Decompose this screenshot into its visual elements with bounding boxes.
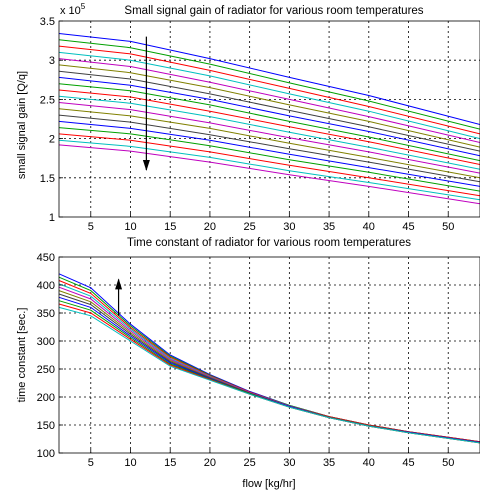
gain-series-line-19 (58, 144, 480, 205)
gain-series-line-17 (58, 133, 480, 197)
time-constant-chart-y-axis-label: time constant [sec.] (16, 308, 28, 403)
gain-x-tick-label: 10 (124, 221, 136, 233)
time-constant-x-tick-label: 35 (323, 457, 335, 469)
gain-series-line-18 (58, 139, 480, 201)
gain-chart: Small signal gain of radiator for variou… (16, 2, 480, 233)
gain-series-line-2 (58, 39, 480, 130)
gain-y-tick-label: 1.5 (40, 173, 55, 185)
gain-y-tick-label: 2.5 (40, 94, 55, 106)
gain-series-line-8 (58, 76, 480, 157)
time-constant-x-tick-label: 15 (164, 457, 176, 469)
time-constant-y-tick-label: 150 (37, 420, 55, 432)
time-constant-y-tick-label: 450 (37, 252, 55, 264)
gain-series-line-9 (58, 83, 480, 162)
time-constant-series-line-10 (58, 303, 480, 444)
gain-series-line-12 (58, 102, 480, 174)
gain-y-tick-label: 2 (49, 134, 55, 146)
gain-series-line-4 (58, 51, 480, 140)
gain-chart-arrow (142, 36, 150, 171)
gain-chart-y-axis-label: small signal gain [Q/q] (16, 71, 28, 179)
gain-series-line-5 (58, 58, 480, 143)
time-constant-chart-ticks: 5 10 15 20 25 30 35 40 45 50 100 150 200 250 300 350 400… (37, 252, 455, 469)
gain-y-tick-label: 3.5 (40, 16, 55, 28)
gain-series-line-6 (58, 64, 480, 148)
time-constant-y-tick-label: 100 (37, 448, 55, 460)
time-constant-arrow-head (115, 278, 123, 290)
gain-x-tick-label: 15 (164, 221, 176, 233)
time-constant-series-line-5 (58, 286, 480, 443)
time-constant-y-tick-label: 250 (37, 364, 55, 376)
time-constant-y-tick-label: 350 (37, 308, 55, 320)
gain-y-tick-label: 1 (49, 212, 55, 224)
time-constant-y-tick-label: 400 (37, 280, 55, 292)
time-constant-x-tick-label: 10 (124, 457, 136, 469)
time-constant-x-tick-label: 5 (88, 457, 94, 469)
gain-series-line-14 (58, 114, 480, 183)
gain-chart-scale-note: x 105 (60, 2, 86, 17)
gain-series-line-11 (58, 95, 480, 170)
time-constant-chart-grid (59, 257, 480, 453)
gain-x-tick-label: 20 (204, 221, 216, 233)
gain-x-tick-label: 35 (323, 221, 335, 233)
gain-x-tick-label: 45 (402, 221, 414, 233)
gain-chart-title: Small signal gain of radiator for variou… (124, 5, 423, 17)
gain-chart-grid (59, 21, 480, 217)
gain-series-line-1 (58, 33, 480, 125)
gain-chart-frame (58, 20, 480, 218)
time-constant-x-tick-label: 30 (283, 457, 295, 469)
time-constant-chart: Time constant of radiator for various ro… (16, 237, 480, 490)
time-constant-x-tick-label: 25 (244, 457, 256, 469)
gain-y-tick-label: 3 (49, 55, 55, 67)
gain-series-line-3 (58, 45, 480, 135)
time-constant-y-tick-label: 200 (37, 392, 55, 404)
time-constant-series-line-1 (58, 273, 480, 443)
time-constant-series-line-2 (58, 276, 480, 443)
gain-series-line-13 (58, 108, 480, 179)
gain-series-line-10 (58, 89, 480, 165)
gain-series-line-15 (58, 120, 480, 187)
gain-chart-ticks: 5 10 15 20 25 30 35 40 45 50 1 1.5 2 2.5 3 3.5 (40, 16, 455, 233)
time-constant-chart-arrow (115, 278, 123, 316)
gain-x-tick-label: 50 (442, 221, 454, 233)
time-constant-series-line-4 (58, 283, 480, 443)
time-constant-series-line-3 (58, 280, 480, 443)
gain-x-tick-label: 25 (244, 221, 256, 233)
gain-arrow-head (142, 159, 150, 171)
gain-x-tick-label: 5 (88, 221, 94, 233)
time-constant-x-tick-label: 45 (402, 457, 414, 469)
time-constant-chart-frame (58, 256, 480, 454)
time-constant-y-tick-label: 300 (37, 336, 55, 348)
time-constant-x-tick-label: 40 (363, 457, 375, 469)
time-constant-chart-x-axis-label: flow [kg/hr] (242, 478, 295, 490)
gain-x-tick-label: 40 (363, 221, 375, 233)
time-constant-chart-title: Time constant of radiator for various ro… (127, 237, 411, 249)
time-constant-series-line-11 (58, 306, 480, 444)
time-constant-chart-series (58, 273, 480, 444)
gain-series-line-7 (58, 70, 480, 152)
gain-x-tick-label: 30 (283, 221, 295, 233)
time-constant-x-tick-label: 20 (204, 457, 216, 469)
gain-chart-series (58, 33, 480, 205)
time-constant-x-tick-label: 50 (442, 457, 454, 469)
gain-series-line-16 (58, 127, 480, 192)
